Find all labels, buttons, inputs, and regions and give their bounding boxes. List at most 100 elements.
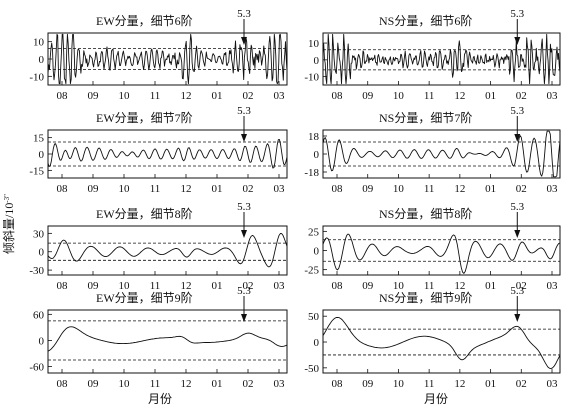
- x-tick-label: 11: [150, 378, 161, 390]
- series-line: [47, 326, 288, 352]
- event-arrowhead: [241, 134, 247, 142]
- x-tick-label: 12: [454, 378, 465, 390]
- x-tick-label: 01: [212, 378, 223, 390]
- x-tick-label: 10: [393, 378, 405, 390]
- series-line: [322, 33, 561, 85]
- panel-ew-d9: -60 0 60 08 09 10 11 12 01 02 03 EW分量，细节9阶 5.3: [29, 285, 288, 390]
- x-tick-label: 02: [243, 183, 254, 195]
- x-tick-label: 11: [150, 280, 161, 292]
- event-label: 5.3: [510, 8, 524, 20]
- x-tick-label: 08: [332, 378, 344, 390]
- y-tick-label: -60: [29, 361, 44, 373]
- x-tick-label: 02: [516, 183, 527, 195]
- x-tick-label: 09: [88, 90, 100, 102]
- x-tick-label: 08: [332, 183, 344, 195]
- x-tick-label: 11: [424, 280, 435, 292]
- x-tick-label: 08: [57, 378, 69, 390]
- panel-title: EW分量，细节8阶: [96, 207, 193, 221]
- x-tick-label: 10: [393, 90, 405, 102]
- plot-frame: [47, 32, 288, 86]
- plot-frame: [322, 225, 561, 276]
- plot-frame: [322, 309, 561, 374]
- series-line: [322, 233, 561, 274]
- y-tick-label: 10: [308, 38, 320, 50]
- series-line: [47, 233, 288, 268]
- x-tick-label: 03: [547, 378, 559, 390]
- series-line: [47, 33, 288, 85]
- x-axis-label-left: 月份: [148, 392, 172, 406]
- x-tick-label: 03: [274, 183, 286, 195]
- y-tick-label: -10: [304, 72, 319, 84]
- y-tick-label: 60: [33, 309, 45, 321]
- series-line: [47, 139, 288, 169]
- plot-frame: [322, 32, 561, 86]
- x-tick-label: 11: [150, 90, 161, 102]
- x-tick-label: 08: [332, 280, 344, 292]
- y-tick-label: 15: [33, 133, 45, 145]
- x-tick-label: 12: [454, 280, 465, 292]
- x-tick-label: 02: [243, 90, 254, 102]
- y-tick-label: -10: [29, 71, 44, 83]
- x-tick-label: 10: [119, 280, 131, 292]
- x-tick-label: 09: [362, 90, 374, 102]
- x-tick-label: 10: [393, 183, 405, 195]
- plot-frame: [47, 225, 288, 276]
- event-label: 5.3: [237, 105, 251, 117]
- x-tick-label: 09: [88, 183, 100, 195]
- plot-frame: [47, 309, 288, 374]
- x-tick-label: 09: [362, 183, 374, 195]
- panel-ns-d8: -25 0 25 08 09 10 11 12 01 02 03 NS分量，细节8阶 5.3: [304, 201, 561, 292]
- x-tick-label: 11: [424, 183, 435, 195]
- y-tick-label: -15: [29, 165, 44, 177]
- y-tick-label: 0: [314, 337, 320, 349]
- y-tick-label: -50: [304, 363, 319, 375]
- y-tick-label: 25: [308, 226, 320, 238]
- x-tick-label: 08: [332, 90, 344, 102]
- y-tick-label: 0: [39, 149, 45, 161]
- y-tick-label: -30: [29, 265, 44, 277]
- x-tick-label: 03: [547, 183, 559, 195]
- panel-title: NS分量，细节8阶: [379, 207, 472, 221]
- y-tick-label: 30: [33, 228, 45, 240]
- y-tick-label: 0: [39, 247, 45, 259]
- event-arrowhead: [514, 314, 521, 322]
- panel-title: NS分量，细节7阶: [379, 111, 472, 125]
- event-label: 5.3: [510, 105, 524, 117]
- x-tick-label: 08: [57, 183, 69, 195]
- event-label: 5.3: [510, 201, 524, 213]
- x-tick-label: 03: [547, 280, 559, 292]
- y-tick-label: 0: [314, 149, 320, 161]
- panel-ew-d6: -10 0 10 08 09 10 11 12 01 02 03 EW分量，细节6阶 5.3: [29, 8, 288, 102]
- y-axis-label: 倾斜量/10-3": [2, 194, 16, 254]
- x-tick-label: 03: [274, 378, 286, 390]
- event-label: 5.3: [237, 201, 251, 213]
- event-arrowhead: [241, 314, 247, 322]
- panel-ns-d7: -18 0 18 08 09 10 11 12 01 02 03 NS分量，细节7阶 5.3: [304, 105, 561, 195]
- x-axis-label-right: 月份: [424, 392, 448, 406]
- x-tick-label: 02: [516, 280, 527, 292]
- x-tick-label: 03: [547, 90, 559, 102]
- x-tick-label: 10: [119, 183, 131, 195]
- x-tick-label: 12: [181, 378, 192, 390]
- x-tick-label: 12: [181, 90, 192, 102]
- panel-ns-d6: -10 0 10 08 09 10 11 12 01 02 03 NS分量，细节6阶 5.3: [304, 8, 561, 102]
- x-tick-label: 02: [243, 280, 254, 292]
- event-arrowhead: [514, 37, 521, 45]
- event-label: 5.3: [237, 8, 251, 20]
- x-tick-label: 12: [454, 90, 465, 102]
- x-tick-label: 01: [485, 378, 496, 390]
- x-tick-label: 10: [119, 90, 131, 102]
- panel-title: NS分量，细节6阶: [379, 14, 472, 28]
- x-tick-label: 11: [424, 378, 435, 390]
- x-tick-label: 01: [212, 90, 223, 102]
- panel-ns-d9: -50 0 50 08 09 10 11 12 01 02 03 NS分量，细节9阶 5.3: [304, 285, 561, 390]
- panel-title: EW分量，细节7阶: [96, 111, 193, 125]
- series-line: [322, 316, 561, 369]
- event-label: 5.3: [510, 285, 524, 297]
- x-tick-label: 12: [181, 280, 192, 292]
- x-tick-label: 02: [516, 90, 527, 102]
- x-tick-label: 09: [362, 280, 374, 292]
- y-tick-label: 0: [314, 246, 320, 258]
- y-tick-label: 10: [33, 37, 45, 49]
